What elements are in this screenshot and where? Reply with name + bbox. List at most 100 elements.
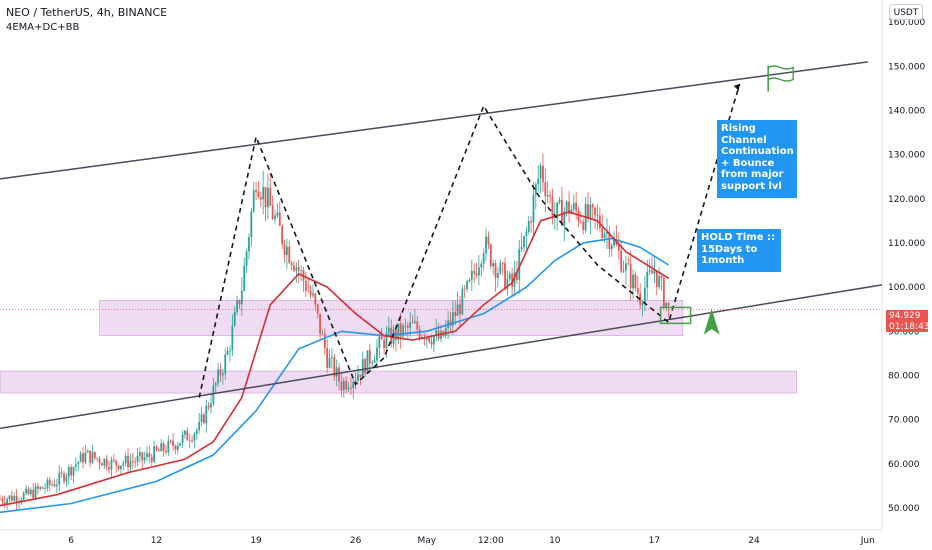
candle-body (556, 202, 559, 218)
candle-body (440, 331, 442, 339)
candle-body (326, 348, 329, 368)
candle-body (63, 473, 65, 482)
candle-body (632, 274, 634, 289)
candle-body (89, 450, 91, 463)
candle-body (250, 211, 253, 238)
candle-body (662, 278, 665, 307)
projection-arrowhead (733, 83, 740, 91)
candle-body (82, 453, 84, 463)
candle-body (77, 462, 80, 465)
candle-body (98, 458, 101, 464)
candle-body (3, 502, 6, 504)
candle-body (342, 381, 345, 391)
candle-body (475, 273, 478, 276)
ema-slow-line (0, 237, 670, 514)
candle-body (29, 489, 32, 495)
candle-body (504, 263, 506, 290)
candle-body (124, 455, 127, 464)
candle-body (198, 421, 201, 431)
candle-body (480, 263, 483, 268)
candle-body (15, 496, 18, 503)
candle-body (364, 359, 367, 374)
candle-body (482, 253, 485, 264)
candle-body (214, 382, 217, 386)
candle-body (316, 304, 319, 314)
candle-body (603, 233, 606, 238)
channel-upper-line (0, 61, 868, 180)
x-tick-label: 12:00 (478, 536, 504, 546)
candle-body (122, 463, 125, 466)
candle-body (210, 403, 212, 408)
candle-body (238, 300, 241, 305)
candle-body (432, 336, 435, 345)
candle-body (627, 263, 630, 265)
candle-body (155, 446, 158, 450)
candle-body (485, 236, 487, 254)
candle-body (435, 330, 438, 337)
candle-body (245, 251, 248, 266)
candle-body (248, 237, 250, 252)
candle-body (655, 270, 658, 287)
indicator-legend: 4EMA+DC+BB (6, 22, 80, 33)
candle-body (131, 461, 134, 462)
annotation-rising-channel: Rising Channel Continuation + Bounce fro… (717, 120, 797, 198)
candle-body (489, 244, 492, 267)
candle-body (338, 367, 340, 382)
candle-body (473, 271, 476, 274)
candle-body (368, 350, 371, 364)
candle-body (667, 302, 670, 305)
candle-body (179, 442, 182, 446)
candle-body (138, 452, 141, 456)
currency-button[interactable]: USDT (889, 4, 923, 20)
candle-body (546, 195, 549, 197)
candle-body (478, 267, 480, 276)
candle-body (304, 280, 307, 291)
candle-body (27, 488, 30, 495)
candle-body (240, 290, 243, 305)
candle-body (51, 484, 54, 486)
y-tick-label: 80.000 (888, 371, 920, 381)
candle-body (402, 325, 404, 337)
y-tick-label: 100.000 (888, 283, 925, 293)
candle-body (340, 381, 343, 391)
candle-body (224, 354, 227, 374)
candle-body (295, 267, 298, 271)
candle-body (146, 453, 148, 458)
candle-body (186, 430, 189, 441)
candle-body (93, 452, 96, 458)
x-tick-label: May (417, 536, 436, 546)
candle-body (72, 466, 75, 476)
candle-body (65, 476, 68, 482)
candle-body (288, 246, 291, 263)
candle-body (544, 182, 547, 197)
candle-body (558, 199, 561, 203)
candle-body (193, 433, 196, 441)
candle-body (115, 460, 118, 466)
candle-body (361, 359, 364, 377)
x-tick-label: 19 (250, 536, 262, 546)
candle-body (487, 236, 490, 245)
candle-body (67, 466, 70, 477)
candle-body (127, 455, 129, 468)
candle-body (136, 455, 139, 462)
candle-body (350, 387, 352, 389)
candle-body (86, 450, 89, 453)
candle-body (444, 328, 447, 337)
candle-body (181, 434, 184, 443)
candle-body (563, 211, 566, 227)
candle-body (143, 457, 146, 461)
candle-body (269, 187, 272, 206)
candle-body (383, 339, 385, 349)
candle-body (378, 336, 381, 348)
candle-body (134, 461, 137, 463)
candle-body (278, 212, 281, 227)
y-tick-label: 110.000 (888, 239, 925, 249)
candle-body (267, 187, 269, 208)
candle-body (297, 267, 300, 271)
ema-fast-line (0, 211, 670, 507)
candle-body (203, 414, 205, 424)
candle-body (610, 245, 613, 250)
candle-body (105, 458, 108, 468)
candle-body (70, 466, 73, 476)
candle-body (577, 210, 580, 222)
